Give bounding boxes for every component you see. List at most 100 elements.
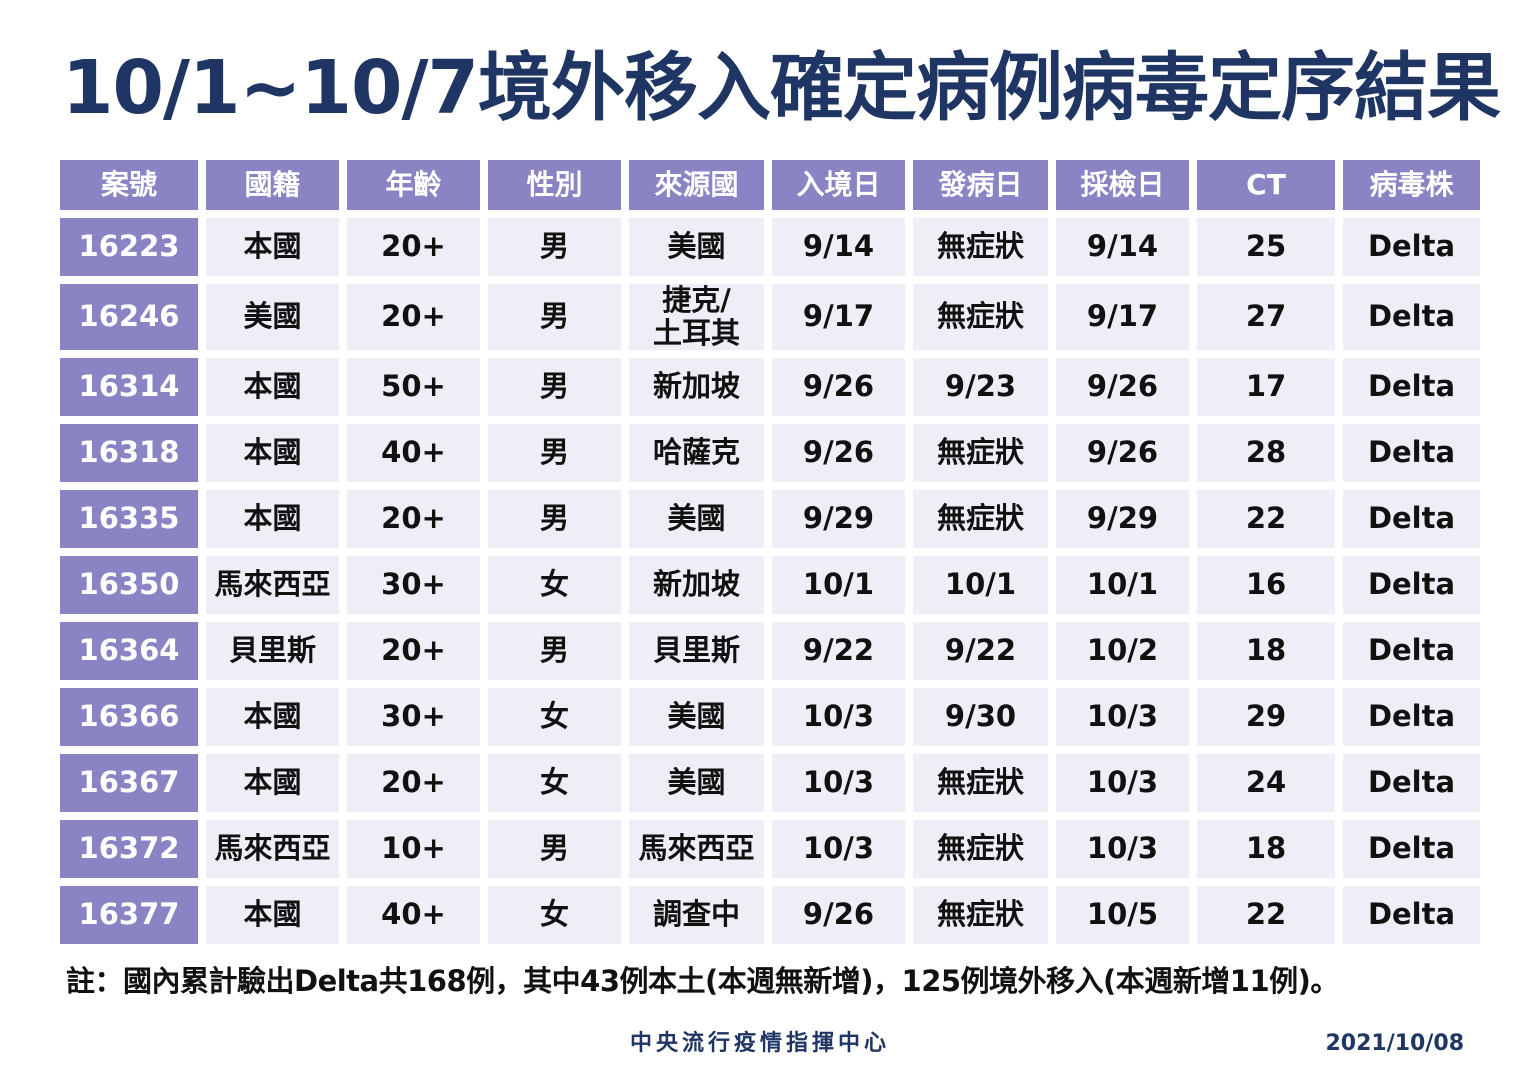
strain-cell: Delta [1343, 284, 1480, 350]
case-id-cell: 16372 [60, 820, 198, 878]
nationality-cell: 馬來西亞 [206, 820, 339, 878]
sex-cell: 女 [488, 886, 621, 944]
nationality-cell: 本國 [206, 424, 339, 482]
strain-cell: Delta [1343, 622, 1480, 680]
age-cell: 20+ [347, 490, 480, 548]
origin-country-cell: 美國 [629, 754, 764, 812]
header-origin-country: 來源國 [629, 160, 764, 210]
case-id-cell: 16335 [60, 490, 198, 548]
ct-value-cell: 25 [1197, 218, 1335, 276]
onset-date-cell: 無症狀 [913, 754, 1048, 812]
nationality-cell: 本國 [206, 754, 339, 812]
sex-cell: 女 [488, 754, 621, 812]
origin-country-line: 捷克/ [662, 284, 731, 317]
origin-country-cell: 馬來西亞 [629, 820, 764, 878]
publish-date: 2021/10/08 [1325, 1031, 1464, 1056]
sex-cell: 男 [488, 490, 621, 548]
strain-cell: Delta [1343, 218, 1480, 276]
nationality-cell: 本國 [206, 490, 339, 548]
case-id-cell: 16223 [60, 218, 198, 276]
onset-date-cell: 無症狀 [913, 490, 1048, 548]
entry-date-cell: 10/1 [772, 556, 905, 614]
age-cell: 50+ [347, 358, 480, 416]
strain-cell: Delta [1343, 556, 1480, 614]
entry-date-cell: 10/3 [772, 688, 905, 746]
ct-value-cell: 17 [1197, 358, 1335, 416]
test-date-cell: 9/14 [1056, 218, 1189, 276]
test-date-cell: 10/1 [1056, 556, 1189, 614]
origin-country-cell: 貝里斯 [629, 622, 764, 680]
strain-cell: Delta [1343, 754, 1480, 812]
case-id-cell: 16377 [60, 886, 198, 944]
age-cell: 20+ [347, 284, 480, 350]
strain-cell: Delta [1343, 820, 1480, 878]
nationality-cell: 貝里斯 [206, 622, 339, 680]
origin-country-line: 美國 [667, 699, 726, 734]
origin-country-cell: 新加坡 [629, 556, 764, 614]
case-id-cell: 16366 [60, 688, 198, 746]
origin-country-cell: 調查中 [629, 886, 764, 944]
onset-date-cell: 無症狀 [913, 820, 1048, 878]
footnote: 註：國內累計驗出Delta共168例，其中43例本土(本週無新增)，125例境外… [66, 964, 1339, 998]
case-id-cell: 16314 [60, 358, 198, 416]
origin-country-line: 新加坡 [652, 567, 740, 602]
age-cell: 20+ [347, 218, 480, 276]
entry-date-cell: 9/22 [772, 622, 905, 680]
entry-date-cell: 9/26 [772, 358, 905, 416]
entry-date-cell: 9/29 [772, 490, 905, 548]
ct-value-cell: 18 [1197, 820, 1335, 878]
onset-date-cell: 無症狀 [913, 886, 1048, 944]
onset-date-cell: 無症狀 [913, 218, 1048, 276]
entry-date-cell: 9/14 [772, 218, 905, 276]
age-cell: 20+ [347, 622, 480, 680]
sex-cell: 女 [488, 556, 621, 614]
ct-value-cell: 16 [1197, 556, 1335, 614]
nationality-cell: 馬來西亞 [206, 556, 339, 614]
header-test-date: 採檢日 [1056, 160, 1189, 210]
entry-date-cell: 10/3 [772, 820, 905, 878]
entry-date-cell: 9/26 [772, 886, 905, 944]
nationality-cell: 美國 [206, 284, 339, 350]
strain-cell: Delta [1343, 886, 1480, 944]
sex-cell: 男 [488, 358, 621, 416]
sex-cell: 男 [488, 218, 621, 276]
onset-date-cell: 10/1 [913, 556, 1048, 614]
test-date-cell: 10/3 [1056, 688, 1189, 746]
header-nationality: 國籍 [206, 160, 339, 210]
origin-country-line: 美國 [667, 229, 726, 264]
nationality-cell: 本國 [206, 886, 339, 944]
nationality-cell: 本國 [206, 688, 339, 746]
origin-country-line: 馬來西亞 [638, 831, 755, 866]
sequencing-results-table: 案號 國籍 年齡 性別 來源國 入境日 發病日 採檢日 CT 病毒株 16223 本國 20+ 男美國 9/… [60, 160, 1480, 944]
test-date-cell: 9/26 [1056, 358, 1189, 416]
test-date-cell: 10/3 [1056, 754, 1189, 812]
header-case-id: 案號 [60, 160, 198, 210]
strain-cell: Delta [1343, 490, 1480, 548]
case-id-cell: 16364 [60, 622, 198, 680]
page-title: 10/1~10/7境外移入確定病例病毒定序結果 [62, 45, 1501, 131]
origin-country-line: 哈薩克 [652, 435, 740, 470]
ct-value-cell: 27 [1197, 284, 1335, 350]
onset-date-cell: 9/22 [913, 622, 1048, 680]
origin-country-line: 美國 [667, 501, 726, 536]
origin-country-cell: 美國 [629, 490, 764, 548]
sex-cell: 男 [488, 622, 621, 680]
case-id-cell: 16350 [60, 556, 198, 614]
sex-cell: 男 [488, 284, 621, 350]
age-cell: 40+ [347, 424, 480, 482]
origin-country-cell: 捷克/土耳其 [629, 284, 764, 350]
origin-country-line: 土耳其 [652, 316, 740, 350]
origin-country-line: 調查中 [652, 897, 740, 932]
test-date-cell: 9/26 [1056, 424, 1189, 482]
strain-cell: Delta [1343, 358, 1480, 416]
header-sex: 性別 [488, 160, 621, 210]
test-date-cell: 10/5 [1056, 886, 1189, 944]
header-ct: CT [1197, 160, 1335, 210]
sex-cell: 男 [488, 424, 621, 482]
entry-date-cell: 9/17 [772, 284, 905, 350]
ct-value-cell: 24 [1197, 754, 1335, 812]
entry-date-cell: 10/3 [772, 754, 905, 812]
origin-country-line: 新加坡 [652, 369, 740, 404]
age-cell: 40+ [347, 886, 480, 944]
entry-date-cell: 9/26 [772, 424, 905, 482]
